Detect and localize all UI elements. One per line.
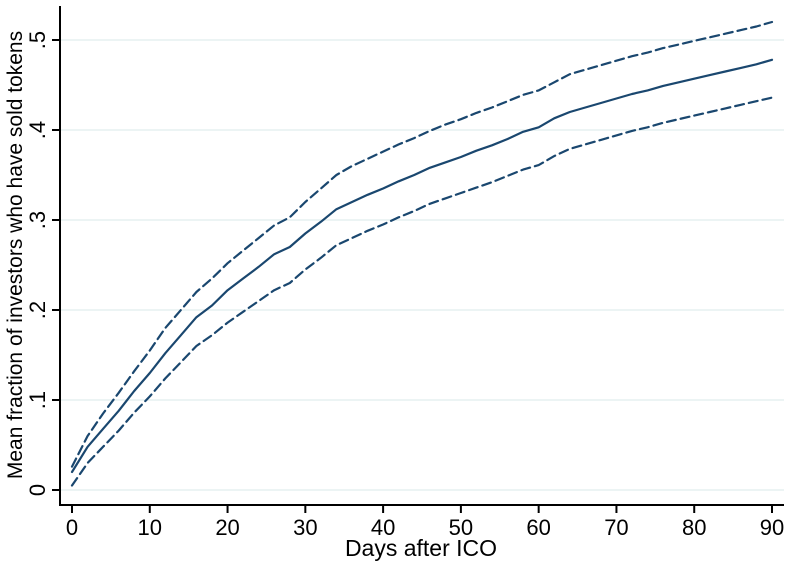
x-tick-label: 20 (215, 515, 239, 540)
x-tick-label: 50 (449, 515, 473, 540)
x-axis-title: Days after ICO (344, 535, 498, 561)
x-tick-label: 10 (138, 515, 162, 540)
y-tick-label: 0 (25, 484, 50, 496)
series-line-mean (70, 58, 774, 474)
x-tick-label: 90 (760, 515, 784, 540)
y-tick-label: .2 (25, 301, 50, 319)
y-axis-title: Mean fraction of investors who have sold… (4, 30, 27, 480)
series-line-ci (70, 96, 774, 487)
series-line-ci (70, 20, 774, 468)
x-tick-label: 40 (371, 515, 395, 540)
x-tick-label: 30 (293, 515, 317, 540)
y-tick-label: .5 (25, 31, 50, 49)
y-tick-label: .3 (25, 211, 50, 229)
y-tick-label: .1 (25, 391, 50, 409)
x-tick-label: 80 (682, 515, 706, 540)
x-tick-label: 60 (526, 515, 550, 540)
x-tick-label: 70 (604, 515, 628, 540)
x-tick-label: 0 (66, 515, 78, 540)
y-tick-label: .4 (25, 121, 50, 139)
